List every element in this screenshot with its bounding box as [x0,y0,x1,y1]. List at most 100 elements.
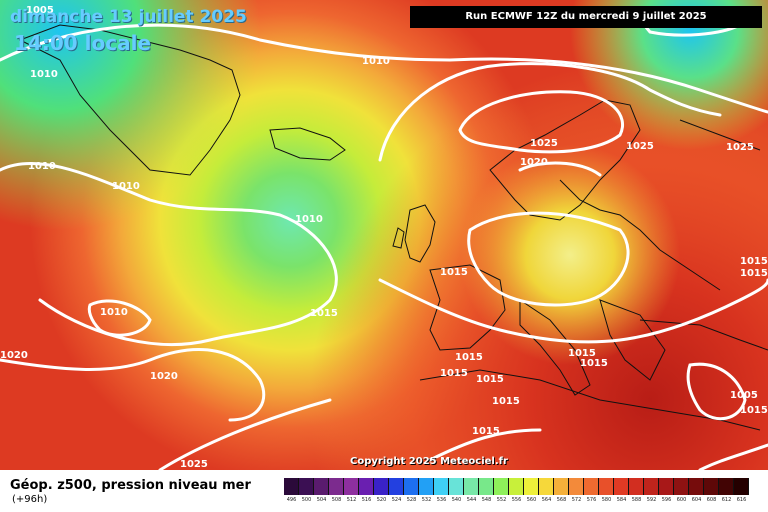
legend-swatch [704,478,719,495]
isobar-label: 1010 [112,181,140,192]
legend-label: 600 [676,497,687,503]
isobar-label: 1025 [180,459,208,470]
isobar-label: 1015 [476,374,504,385]
legend-label: 536 [436,497,447,503]
legend-swatch [344,478,359,495]
legend-swatch [674,478,689,495]
isobar-label: 1025 [726,142,754,153]
isobar-label: 1010 [30,69,58,80]
coastlines [18,24,768,431]
legend-swatch [449,478,464,495]
isobar-label: 1010 [28,161,56,172]
isobar-label: 1015 [740,405,768,416]
isobar-label: 1025 [530,138,558,149]
legend-label: 544 [466,497,477,503]
legend-swatch [554,478,569,495]
isobar-label: 1015 [455,352,483,363]
legend-swatch [509,478,524,495]
legend-label: 588 [631,497,642,503]
isobar-label: 1015 [440,368,468,379]
legend-label: 608 [706,497,717,503]
isobar-lines [0,12,768,472]
isobar-label: 1015 [440,267,468,278]
legend-label: 540 [451,497,462,503]
color-scale-labels: 496 500 504 508 512 516 520 524 528 532 536 540 544 5… [284,497,749,503]
legend-swatch [404,478,419,495]
legend-swatch [569,478,584,495]
legend-label: 604 [691,497,702,503]
isobar-label: 1010 [100,307,128,318]
legend-label: 572 [571,497,582,503]
legend-swatch [464,478,479,495]
legend-swatch [329,478,344,495]
legend-label: 512 [346,497,357,503]
isobar-label: 1020 [0,350,28,361]
legend-label: 524 [391,497,402,503]
legend-label: 564 [541,497,552,503]
isobar-label: 1015 [310,308,338,319]
legend-label: 496 [286,497,297,503]
color-scale [284,478,749,495]
isobar-labels: 1005 1010 1010 1010 1010 1010 1010 1015 … [0,5,768,470]
legend-swatch [314,478,329,495]
legend-label: 504 [316,497,327,503]
legend-label: 532 [421,497,432,503]
copyright-notice: Copyright 2025 Meteociel.fr [350,456,508,467]
legend-swatch [584,478,599,495]
legend-label: 516 [361,497,372,503]
forecast-date: dimanche 13 juillet 2025 [10,7,247,27]
isobar-label: 1020 [520,157,548,168]
legend-label: 616 [736,497,747,503]
legend-swatch [374,478,389,495]
isobar-label: 1005 [730,390,758,401]
legend-swatch [719,478,734,495]
isobar-label: 1025 [626,141,654,152]
legend-label: 552 [496,497,507,503]
weather-map: 1005 1010 1010 1010 1010 1010 1010 1015 … [0,0,768,472]
legend-swatch [494,478,509,495]
isobar-label: 1020 [150,371,178,382]
legend-swatch [389,478,404,495]
legend-label: 556 [511,497,522,503]
legend-label: 500 [301,497,312,503]
isobar-label: 1015 [740,256,768,267]
isobar-label: 1015 [740,268,768,279]
legend-swatch [599,478,614,495]
forecast-time: 14:00 locale [14,31,151,55]
legend-label: 576 [586,497,597,503]
legend-label: 568 [556,497,567,503]
legend-label: 548 [481,497,492,503]
legend-swatch [434,478,449,495]
map-title: Géop. z500, pression niveau mer [10,478,251,493]
legend-label: 528 [406,497,417,503]
legend-swatch [479,478,494,495]
forecast-lead-time: (+96h) [12,494,48,505]
isobar-label: 1015 [492,396,520,407]
legend-swatch [299,478,314,495]
legend-swatch [659,478,674,495]
legend-swatch [539,478,554,495]
legend-swatch [629,478,644,495]
legend-swatch [614,478,629,495]
isobar-label: 1010 [295,214,323,225]
legend-swatch [734,478,749,495]
legend-label: 580 [601,497,612,503]
legend-label: 592 [646,497,657,503]
run-info-banner: Run ECMWF 12Z du mercredi 9 juillet 2025 [410,6,762,28]
legend-swatch [644,478,659,495]
legend-swatch [689,478,704,495]
legend-swatch [359,478,374,495]
legend-label: 584 [616,497,627,503]
legend-label: 612 [721,497,732,503]
isobar-label: 1010 [362,56,390,67]
legend-swatch [284,478,299,495]
legend-label: 560 [526,497,537,503]
legend-label: 596 [661,497,672,503]
isobar-label: 1015 [580,358,608,369]
geopotential-field: 1005 1010 1010 1010 1010 1010 1010 1015 … [0,0,768,472]
legend-panel: Géop. z500, pression niveau mer (+96h) 4… [0,470,768,512]
isobar-label: 1015 [472,426,500,437]
isobar-label: 1015 [568,348,596,359]
legend-label: 508 [331,497,342,503]
isobar-label: 1005 [26,5,54,16]
